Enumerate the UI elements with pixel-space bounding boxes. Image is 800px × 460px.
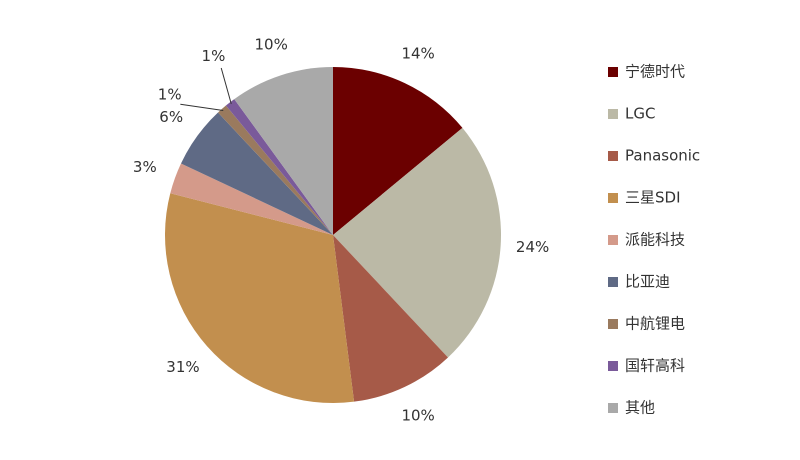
legend-label: 三星SDI (625, 189, 681, 207)
legend-swatch (608, 193, 618, 203)
legend-label: LGC (625, 105, 655, 123)
data-label: 14% (401, 45, 434, 63)
legend-swatch (608, 319, 618, 329)
pie-slice (333, 235, 449, 402)
legend-label: Panasonic (625, 147, 700, 165)
legend-label: 宁德时代 (625, 63, 685, 81)
pie-slice (180, 112, 333, 235)
data-label: 1% (158, 86, 182, 104)
data-label: 6% (159, 108, 183, 126)
legend-swatch (608, 67, 618, 77)
pie-slice (234, 67, 333, 235)
leader-line (220, 67, 232, 104)
data-label: 3% (133, 158, 157, 176)
pie-slice (333, 67, 463, 235)
legend-label: 中航锂电 (625, 315, 685, 333)
legend-swatch (608, 277, 618, 287)
data-label: 10% (255, 35, 288, 53)
legend-label: 其他 (625, 399, 655, 417)
legend-label: 比亚迪 (625, 273, 670, 291)
pie-slice (165, 193, 355, 403)
legend-swatch (608, 151, 618, 161)
data-label: 10% (401, 406, 434, 424)
pie-slice (170, 163, 333, 235)
data-label: 24% (516, 238, 549, 256)
legend-label: 国轩高科 (625, 357, 685, 375)
legend-label: 派能科技 (625, 231, 685, 249)
legend-swatch (608, 403, 618, 413)
legend-swatch (608, 109, 618, 119)
leader-line (180, 103, 224, 111)
pie-slice (217, 105, 333, 235)
data-label: 1% (202, 47, 226, 65)
legend-swatch (608, 235, 618, 245)
data-label: 31% (166, 358, 199, 376)
pie-slice (225, 99, 333, 235)
legend-swatch (608, 361, 618, 371)
pie-slice (333, 127, 501, 358)
